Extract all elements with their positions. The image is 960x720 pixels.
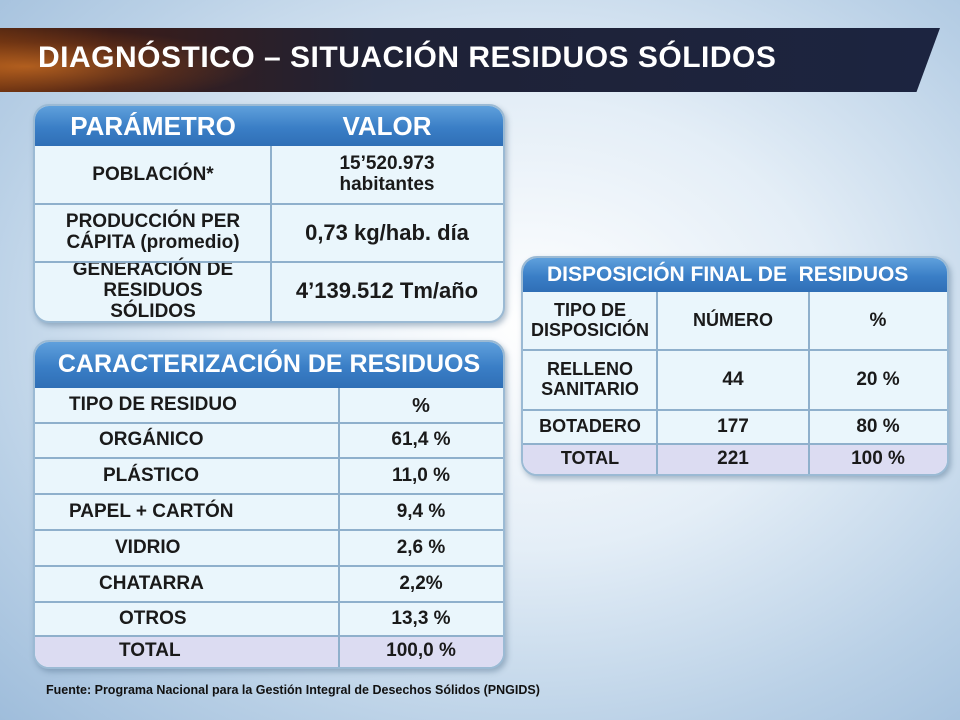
divider xyxy=(35,529,503,531)
residuo-tipo: PLÁSTICO xyxy=(103,464,200,486)
valor-poblacion: 15’520.973 habitantes xyxy=(339,153,435,195)
disposicion-porcentaje: 80 % xyxy=(856,415,900,437)
divider xyxy=(35,457,503,459)
residuo-tipo: PAPEL + CARTÓN xyxy=(69,500,234,522)
page-title: DIAGNÓSTICO – SITUACIÓN RESIDUOS SÓLIDOS xyxy=(38,41,777,74)
disposal-title: DISPOSICIÓN FINAL DE RESIDUOS xyxy=(523,258,947,292)
total-porcentaje: 100 % xyxy=(809,444,947,474)
divider xyxy=(523,349,947,351)
total-numero: 221 xyxy=(657,444,809,474)
col-tipo-disposicion: TIPO DE DISPOSICIÓN xyxy=(531,300,650,340)
divider xyxy=(35,565,503,567)
disposicion-tipo: BOTADERO xyxy=(539,416,641,437)
divider xyxy=(523,409,947,411)
divider xyxy=(808,292,810,474)
disposicion-numero: 177 xyxy=(717,415,749,437)
total-porcentaje: 100,0 % xyxy=(339,636,503,667)
residuo-tipo: OTROS xyxy=(119,607,187,629)
residuo-tipo: VIDRIO xyxy=(115,536,181,558)
characterization-title: CARACTERIZACIÓN DE RESIDUOS xyxy=(35,342,503,388)
divider xyxy=(35,422,503,424)
header-valor: VALOR xyxy=(271,106,503,146)
residuo-porcentaje: 2,6 % xyxy=(396,536,446,558)
header-parametro: PARÁMETRO xyxy=(35,106,271,146)
divider xyxy=(523,443,947,445)
disposicion-porcentaje: 20 % xyxy=(856,368,900,390)
parameters-table: PARÁMETRO VALOR POBLACIÓN* 15’520.973 ha… xyxy=(33,104,505,323)
divider xyxy=(338,388,340,667)
divider xyxy=(35,203,503,205)
divider xyxy=(656,292,658,474)
residuo-porcentaje: 61,4 % xyxy=(391,429,451,451)
col-numero: NÚMERO xyxy=(693,310,773,331)
param-poblacion: POBLACIÓN* xyxy=(92,163,214,185)
divider xyxy=(270,146,272,321)
residuo-porcentaje: 13,3 % xyxy=(391,607,451,629)
param-generacion: GENERACIÓN DE RESIDUOS SÓLIDOS xyxy=(72,259,234,322)
col-porcentaje: % xyxy=(412,394,430,417)
residuo-tipo: CHATARRA xyxy=(99,572,204,594)
valor-produccion: 0,73 kg/hab. día xyxy=(305,219,469,245)
divider xyxy=(35,261,503,263)
divider xyxy=(35,601,503,603)
valor-generacion: 4’139.512 Tm/año xyxy=(295,278,479,304)
param-produccion: PRODUCCIÓN PER CÁPITA (promedio) xyxy=(65,211,241,253)
residuo-porcentaje: 9,4 % xyxy=(396,500,446,522)
title-banner xyxy=(0,28,940,92)
col-porcentaje: % xyxy=(869,309,887,331)
source-footnote: Fuente: Programa Nacional para la Gestió… xyxy=(46,683,540,697)
total-label: TOTAL xyxy=(35,636,339,667)
disposal-table: DISPOSICIÓN FINAL DE RESIDUOS TIPO DE DI… xyxy=(521,256,949,476)
col-tipo-residuo: TIPO DE RESIDUO xyxy=(69,394,237,416)
disposicion-tipo: RELLENO SANITARIO xyxy=(541,359,639,399)
residuo-porcentaje: 11,0 % xyxy=(391,464,451,486)
residuo-tipo: ORGÁNICO xyxy=(99,429,204,451)
residuo-porcentaje: 2,2% xyxy=(399,572,443,594)
divider xyxy=(35,635,503,637)
disposicion-numero: 44 xyxy=(722,368,744,390)
characterization-table: CARACTERIZACIÓN DE RESIDUOS TIPO DE RESI… xyxy=(33,340,505,669)
divider xyxy=(35,493,503,495)
total-label: TOTAL xyxy=(523,444,657,474)
